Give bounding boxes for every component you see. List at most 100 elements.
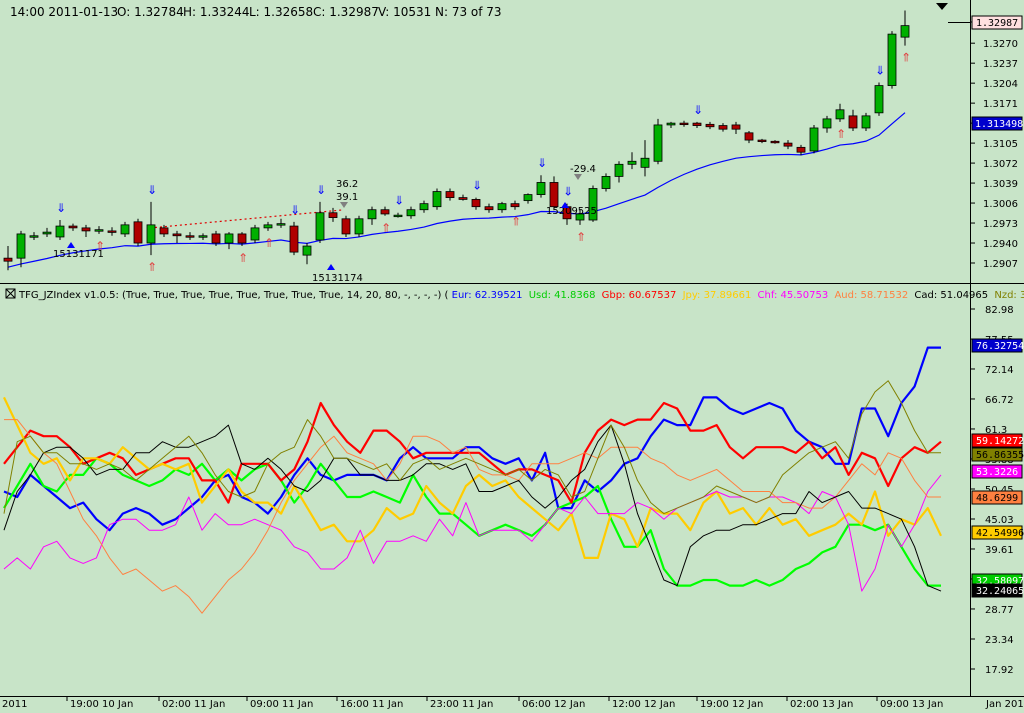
price-tick-label: 1.3204 bbox=[983, 79, 1018, 90]
time-tick-label: 02:00 11 Jan bbox=[162, 699, 225, 710]
legend-cad: Cad: 51.04965 bbox=[914, 290, 988, 301]
bull-candle bbox=[198, 235, 208, 238]
moving-average-line bbox=[7, 112, 906, 268]
annotation-5: -29.4 bbox=[570, 164, 596, 175]
legend-gbp: Gbp: 60.67537 bbox=[602, 290, 677, 301]
candles bbox=[3, 10, 910, 271]
bull-candle bbox=[614, 163, 624, 177]
bull-candle bbox=[601, 176, 611, 189]
bear-candle bbox=[133, 221, 143, 244]
bull-candle bbox=[900, 25, 910, 38]
buy-arrow: ⇑ bbox=[836, 127, 846, 141]
end-label-nzd-text: 32.24065 bbox=[976, 586, 1024, 597]
sell-arrow: ⇓ bbox=[563, 185, 573, 199]
bear-candle bbox=[770, 140, 780, 144]
bear-candle bbox=[731, 124, 741, 130]
legend-chf: Chf: 45.50753 bbox=[758, 290, 829, 301]
bull-candle bbox=[835, 109, 845, 120]
bull-candle bbox=[94, 229, 104, 232]
buy-arrow: ⇑ bbox=[264, 236, 274, 250]
header-low: L: 1.32658 bbox=[249, 5, 313, 19]
bull-candle bbox=[42, 231, 52, 235]
end-label-chf: 53.3226 bbox=[971, 464, 1023, 479]
end-label-aud: 48.6299 bbox=[971, 490, 1023, 505]
series-line-usd bbox=[3, 457, 941, 587]
header-high: H: 1.33244 bbox=[183, 5, 250, 19]
bull-candle bbox=[419, 203, 429, 211]
price-tick-label: 1.3039 bbox=[983, 179, 1018, 190]
bull-candle bbox=[653, 124, 663, 162]
buy-arrow: ⇑ bbox=[147, 260, 157, 274]
buy-arrow: ⇑ bbox=[238, 251, 248, 265]
annotation-3: 39.1 bbox=[336, 192, 358, 203]
price-tick-label: 1.3105 bbox=[983, 139, 1018, 150]
price-axis: 1.33051.32701.32371.32041.31711.31381.31… bbox=[970, 18, 1018, 270]
header-close: C: 1.32987 bbox=[313, 5, 379, 19]
bull-candle bbox=[55, 225, 65, 238]
indicator-tick-label: 17.92 bbox=[985, 665, 1014, 676]
end-label-eur: 76.32754 bbox=[971, 338, 1024, 353]
end-label-gbp-text: 59.14272 bbox=[976, 436, 1024, 447]
time-tick-label: 16:00 11 Jan bbox=[340, 699, 403, 710]
signal-arrows: ⇓⇓⇓⇓⇓⇓⇓⇓⇓⇓⇑⇑⇑⇑⇑ ⇑⇑⇑⇑ bbox=[56, 51, 911, 275]
bear-candle bbox=[718, 125, 728, 130]
bull-candle bbox=[822, 118, 832, 129]
sell-arrow: ⇓ bbox=[316, 183, 326, 197]
bear-candle bbox=[185, 235, 195, 238]
sell-arrow: ⇓ bbox=[147, 183, 157, 197]
buy-arrow: ⇑ bbox=[576, 230, 586, 244]
indicator-tick-label: 66.72 bbox=[985, 395, 1014, 406]
indicator-tick-label: 45.03 bbox=[985, 515, 1014, 526]
sell-arrow: ⇓ bbox=[693, 103, 703, 117]
bear-candle bbox=[3, 257, 13, 262]
bull-candle bbox=[497, 203, 507, 211]
bull-candle bbox=[315, 212, 325, 241]
bear-candle bbox=[107, 230, 117, 233]
bear-candle bbox=[848, 115, 858, 129]
legend-eur: Eur: 62.39521 bbox=[452, 290, 523, 301]
buy-arrow: ⇑ bbox=[95, 239, 105, 253]
bull-candle bbox=[575, 213, 585, 221]
header-time: 14:00 2011-01-13 bbox=[10, 5, 118, 19]
bear-candle bbox=[380, 209, 390, 215]
header-count: N: 73 of 73 bbox=[435, 5, 502, 19]
sell-arrow: ⇓ bbox=[875, 64, 885, 78]
time-tick-label: 09:00 11 Jan bbox=[250, 699, 313, 710]
header-volume: V: 10531 bbox=[378, 5, 431, 19]
sell-arrow: ⇓ bbox=[56, 201, 66, 215]
bull-candle bbox=[250, 227, 260, 241]
bull-candle bbox=[16, 233, 26, 259]
bear-candle bbox=[211, 233, 221, 244]
bear-candle bbox=[705, 123, 715, 128]
triangle-marker bbox=[561, 202, 569, 208]
svg-text:TFG_JZIndex v1.0.5: (True, Tru: TFG_JZIndex v1.0.5: (True, True, True, T… bbox=[18, 290, 1024, 301]
bull-candle bbox=[263, 224, 273, 229]
indicator-tick-label: 82.98 bbox=[985, 305, 1014, 316]
ma-price-value: 1.313498 bbox=[975, 119, 1023, 130]
bear-candle bbox=[679, 122, 689, 126]
series-line-jpy bbox=[3, 396, 942, 559]
legend-nzd: Nzd: 36.48708 bbox=[994, 290, 1024, 301]
end-label-eur-text: 76.32754 bbox=[976, 341, 1024, 352]
price-tick-label: 1.2973 bbox=[983, 219, 1018, 230]
indicator-tick-label: 28.77 bbox=[985, 605, 1014, 616]
price-tick-label: 1.2907 bbox=[983, 259, 1018, 270]
indicator-title: TFG_JZIndex v1.0.5: (True, True, True, T… bbox=[18, 290, 449, 301]
bear-candle bbox=[692, 122, 702, 126]
sell-arrow: ⇓ bbox=[537, 156, 547, 170]
bear-candle bbox=[458, 197, 468, 200]
indicator-close-box[interactable] bbox=[5, 288, 16, 299]
bear-candle bbox=[484, 206, 494, 211]
bull-candle bbox=[29, 235, 39, 238]
indicator-tick-label: 39.61 bbox=[985, 545, 1014, 556]
buy-arrow: ⇑ bbox=[901, 51, 911, 65]
price-tick-label: 1.3237 bbox=[983, 59, 1018, 70]
indicator-pane[interactable] bbox=[0, 284, 970, 696]
series-line-cad bbox=[3, 424, 942, 592]
time-tick-label: Jan 2011 bbox=[985, 699, 1024, 710]
bull-candle bbox=[874, 85, 884, 114]
price-pane[interactable] bbox=[0, 0, 970, 283]
bear-candle bbox=[237, 233, 247, 244]
bear-candle bbox=[796, 146, 806, 153]
